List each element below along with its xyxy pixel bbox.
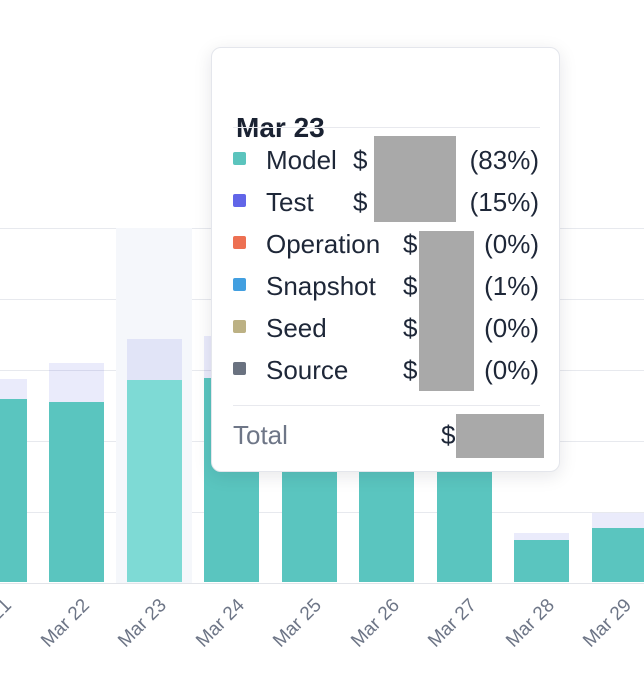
x-axis-label: Mar 22 <box>36 595 94 652</box>
tooltip-legend-rows: Model $ (83%) Test $ (15%) Operation $ (0%) Snaps… <box>212 138 559 390</box>
bar-mar-28-model-segment[interactable] <box>514 539 569 583</box>
legend-label: Test <box>266 187 314 217</box>
tooltip-divider <box>233 127 540 128</box>
bar-mar-23-test-segment[interactable] <box>126 338 182 380</box>
bar-mar-29-model-segment[interactable] <box>591 528 644 583</box>
x-axis-label: Mar 23 <box>114 595 171 652</box>
legend-label: Seed <box>266 313 327 343</box>
redacted-value <box>456 414 544 458</box>
bar-mar-23-model-segment[interactable] <box>126 379 182 583</box>
bar-mar-28-test-segment[interactable] <box>514 532 569 540</box>
legend-swatch-icon <box>233 194 246 207</box>
currency-symbol: $ <box>403 313 418 343</box>
currency-symbol: $ <box>403 355 418 385</box>
x-axis-label: Mar 24 <box>191 595 249 652</box>
legend-label: Model <box>266 145 337 175</box>
legend-label: Source <box>266 355 349 385</box>
percent-value: (0%) <box>484 229 539 259</box>
bar-mar-21-model-segment[interactable] <box>0 399 27 583</box>
currency-symbol: $ <box>403 271 418 301</box>
x-axis-label: Mar 26 <box>346 595 404 652</box>
legend-swatch-icon <box>233 236 246 249</box>
tooltip-row-test: Test $ (15%) <box>212 180 559 222</box>
bar-mar-21-test-segment[interactable] <box>0 379 27 400</box>
percent-value: (0%) <box>484 313 539 343</box>
x-axis-line <box>0 583 644 584</box>
x-axis-label: Mar 28 <box>501 595 559 652</box>
currency-symbol: $ <box>353 145 368 175</box>
percent-value: (83%) <box>469 145 539 175</box>
currency-symbol: $ <box>403 229 418 259</box>
bar-mar-22-model-segment[interactable] <box>49 401 104 583</box>
tooltip-row-snapshot: Snapshot $ (1%) <box>212 264 559 306</box>
tooltip-row-seed: Seed $ (0%) <box>212 306 559 348</box>
x-axis-label: Mar 25 <box>269 595 326 652</box>
bar-mar-22-test-segment[interactable] <box>49 362 104 402</box>
legend-swatch-icon <box>233 152 246 165</box>
tooltip-row-operation: Operation $ (0%) <box>212 222 559 264</box>
x-axis-label: Mar 27 <box>424 595 481 652</box>
legend-swatch-icon <box>233 278 246 291</box>
tooltip-total-currency: $ <box>441 420 456 450</box>
legend-label: Snapshot <box>266 271 376 301</box>
tooltip-total-label: Total <box>233 420 288 450</box>
currency-symbol: $ <box>353 187 368 217</box>
redacted-value <box>374 136 456 222</box>
percent-value: (15%) <box>469 187 539 217</box>
percent-value: (0%) <box>484 355 539 385</box>
bar-mar-29-test-segment[interactable] <box>591 513 644 529</box>
tooltip-row-source: Source $ (0%) <box>212 348 559 390</box>
legend-label: Operation <box>266 229 381 259</box>
tooltip-total-divider <box>233 405 540 406</box>
chart-tooltip: Mar 23 Model $ (83%) Test $ (15%) Operation $ (0… <box>211 47 560 472</box>
legend-swatch-icon <box>233 320 246 333</box>
x-axis-label: Mar 29 <box>579 595 636 652</box>
percent-value: (1%) <box>484 271 539 301</box>
legend-swatch-icon <box>233 362 246 375</box>
tooltip-row-model: Model $ (83%) <box>212 138 559 180</box>
x-axis-label: Mar 21 <box>0 595 16 652</box>
redacted-value <box>419 231 474 391</box>
